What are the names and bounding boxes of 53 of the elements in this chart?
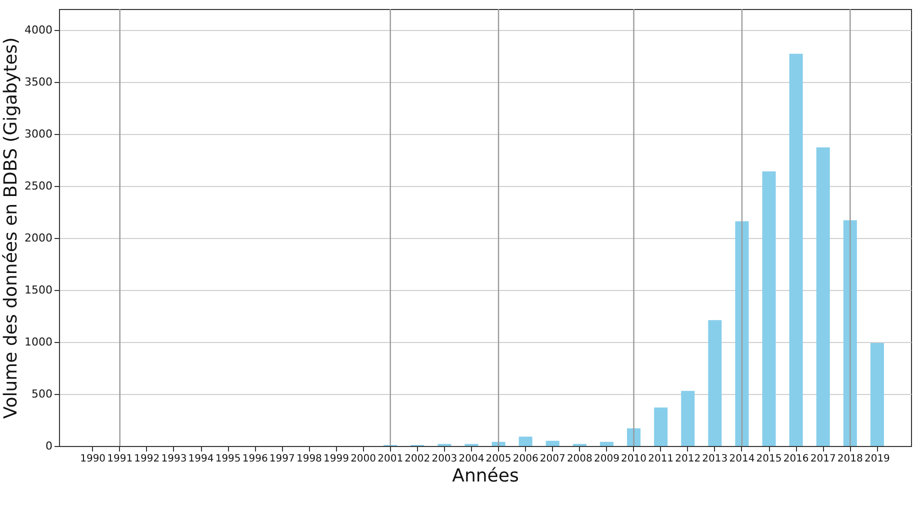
y-tick-label: 1500 bbox=[24, 283, 52, 296]
y-tick-label: 4000 bbox=[24, 23, 52, 36]
x-tick-label: 2007 bbox=[540, 454, 566, 464]
bar bbox=[600, 442, 614, 446]
bar bbox=[708, 320, 722, 446]
x-tick-label: 2004 bbox=[458, 454, 484, 464]
bar bbox=[762, 171, 776, 446]
y-tick-label: 3500 bbox=[24, 75, 52, 88]
y-tick-label: 500 bbox=[32, 387, 52, 400]
x-tick-label: 1997 bbox=[269, 454, 295, 464]
x-tick-label: 2012 bbox=[675, 454, 701, 464]
x-tick-label: 1991 bbox=[107, 454, 133, 464]
x-tick-label: 2006 bbox=[512, 454, 538, 464]
x-tick-label: 2014 bbox=[729, 454, 755, 464]
x-tick-label: 1996 bbox=[242, 454, 268, 464]
x-tick-label: 2005 bbox=[486, 454, 512, 464]
x-tick-label: 2009 bbox=[594, 454, 620, 464]
x-tick-label: 2017 bbox=[810, 454, 836, 464]
bar bbox=[843, 220, 857, 446]
bar bbox=[789, 54, 803, 446]
y-axis-title: Volume des données en BDBS (Gigabytes) bbox=[0, 37, 22, 419]
x-tick-label: 1994 bbox=[188, 454, 214, 464]
x-tick-label: 2003 bbox=[432, 454, 458, 464]
x-tick-label: 1999 bbox=[324, 454, 349, 464]
x-tick-label: 2008 bbox=[566, 454, 592, 464]
x-tick-label: 2013 bbox=[702, 454, 728, 464]
bar bbox=[870, 342, 884, 446]
bar bbox=[654, 408, 668, 446]
x-tick-label: 2018 bbox=[837, 454, 863, 464]
bar bbox=[518, 436, 532, 446]
bar bbox=[681, 390, 695, 446]
x-tick-label: 2011 bbox=[648, 454, 674, 464]
bar bbox=[735, 221, 749, 446]
x-tick-label: 2016 bbox=[783, 454, 809, 464]
y-tick-label: 1000 bbox=[24, 335, 52, 348]
x-tick-label: 2001 bbox=[378, 454, 404, 464]
x-tick-label: 1992 bbox=[134, 454, 160, 464]
y-tick-label: 2000 bbox=[24, 231, 52, 244]
x-tick-label: 1990 bbox=[80, 454, 106, 464]
x-tick-label: 1995 bbox=[215, 454, 241, 464]
x-tick-label: 2019 bbox=[864, 454, 890, 464]
y-tick-label: 3000 bbox=[24, 127, 52, 140]
x-tick-label: 1993 bbox=[161, 454, 187, 464]
y-tick-label: 2500 bbox=[24, 179, 52, 192]
x-tick-label: 2010 bbox=[621, 454, 646, 464]
y-tick-label: 0 bbox=[46, 440, 52, 452]
bar bbox=[816, 147, 830, 446]
x-axis-title: Années bbox=[452, 466, 519, 486]
x-tick-label: 2015 bbox=[756, 454, 782, 464]
bar bbox=[546, 440, 560, 446]
x-tick-label: 2002 bbox=[404, 454, 430, 464]
x-tick-label: 2000 bbox=[350, 454, 376, 464]
x-tick-label: 1998 bbox=[296, 454, 322, 464]
